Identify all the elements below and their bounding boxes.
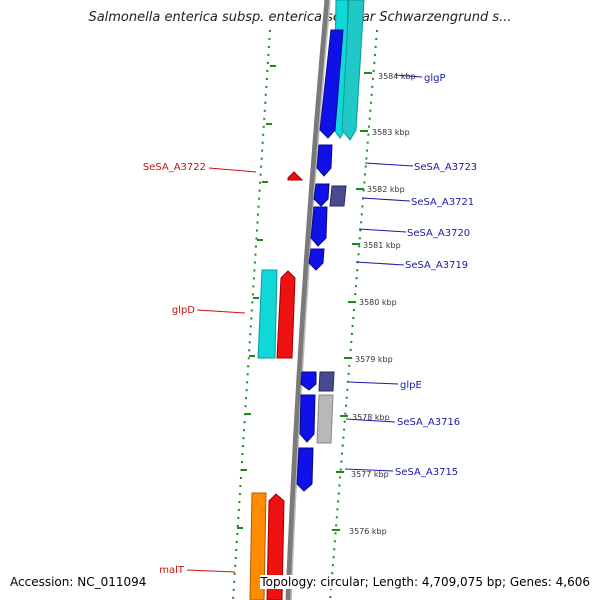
- gene-label[interactable]: SeSA_A3719: [405, 260, 468, 271]
- gene-SeSA_A3721[interactable]: [313, 183, 330, 207]
- scale-label: 3579 kbp: [355, 355, 393, 364]
- gene-SeSA_A3721-purple[interactable]: [329, 185, 347, 207]
- gene-glgP-cyan-2[interactable]: [341, 0, 365, 141]
- gene-label[interactable]: glpE: [400, 380, 422, 391]
- gene-label[interactable]: glgP: [424, 73, 446, 84]
- right-leader-lines: [344, 74, 423, 472]
- gene-glpE[interactable]: [300, 371, 317, 391]
- gene-label[interactable]: glpD: [172, 305, 195, 316]
- scale-label: 3576 kbp: [349, 527, 387, 536]
- scale-label: 3577 kbp: [351, 470, 389, 479]
- gene-glpD-red[interactable]: [276, 270, 296, 359]
- gene-malT-orange[interactable]: [249, 492, 267, 600]
- gene-label[interactable]: SeSA_A3722: [143, 162, 206, 173]
- gene-SeSA_A3716-gray[interactable]: [316, 394, 334, 444]
- accession-label: Accession: NC_011094: [10, 575, 147, 589]
- scale-label: 3583 kbp: [372, 128, 410, 137]
- gene-SeSA_A3720[interactable]: [310, 206, 328, 247]
- backbone: [285, 0, 330, 600]
- scale-label: 3580 kbp: [359, 298, 397, 307]
- right-tick-marks: [332, 72, 372, 531]
- topology-summary: Topology: circular; Length: 4,709,075 bp…: [260, 575, 590, 589]
- scale-label: 3578 kbp: [352, 413, 390, 422]
- map-title: Salmonella enterica subsp. enterica sero…: [88, 10, 512, 25]
- gene-SeSA_A3716[interactable]: [299, 394, 316, 443]
- gene-label[interactable]: SeSA_A3721: [411, 197, 474, 208]
- scale-label: 3584 kbp: [378, 72, 416, 81]
- gene-label[interactable]: SeSA_A3720: [407, 228, 470, 239]
- gene-label[interactable]: malT: [159, 565, 185, 576]
- backbone-highlight: [290, 0, 331, 600]
- gene-glgP-blue[interactable]: [319, 29, 344, 139]
- gene-label[interactable]: SeSA_A3723: [414, 162, 477, 173]
- left-leader-lines: [186, 167, 257, 573]
- left-tick-marks: [237, 65, 276, 529]
- gene-SeSA_A3715[interactable]: [296, 447, 314, 492]
- gene-SeSA_A3722[interactable]: [287, 171, 304, 181]
- scale-label: 3581 kbp: [363, 241, 401, 250]
- gene-SeSA_A3719[interactable]: [308, 248, 325, 271]
- gene-label[interactable]: SeSA_A3716: [397, 417, 460, 428]
- gene-label[interactable]: SeSA_A3715: [395, 467, 458, 478]
- scale-label: 3582 kbp: [367, 185, 405, 194]
- gene-glpE-purple[interactable]: [318, 371, 335, 392]
- gene-SeSA_A3723[interactable]: [316, 144, 333, 177]
- gene-glpD-cyan[interactable]: [257, 269, 278, 359]
